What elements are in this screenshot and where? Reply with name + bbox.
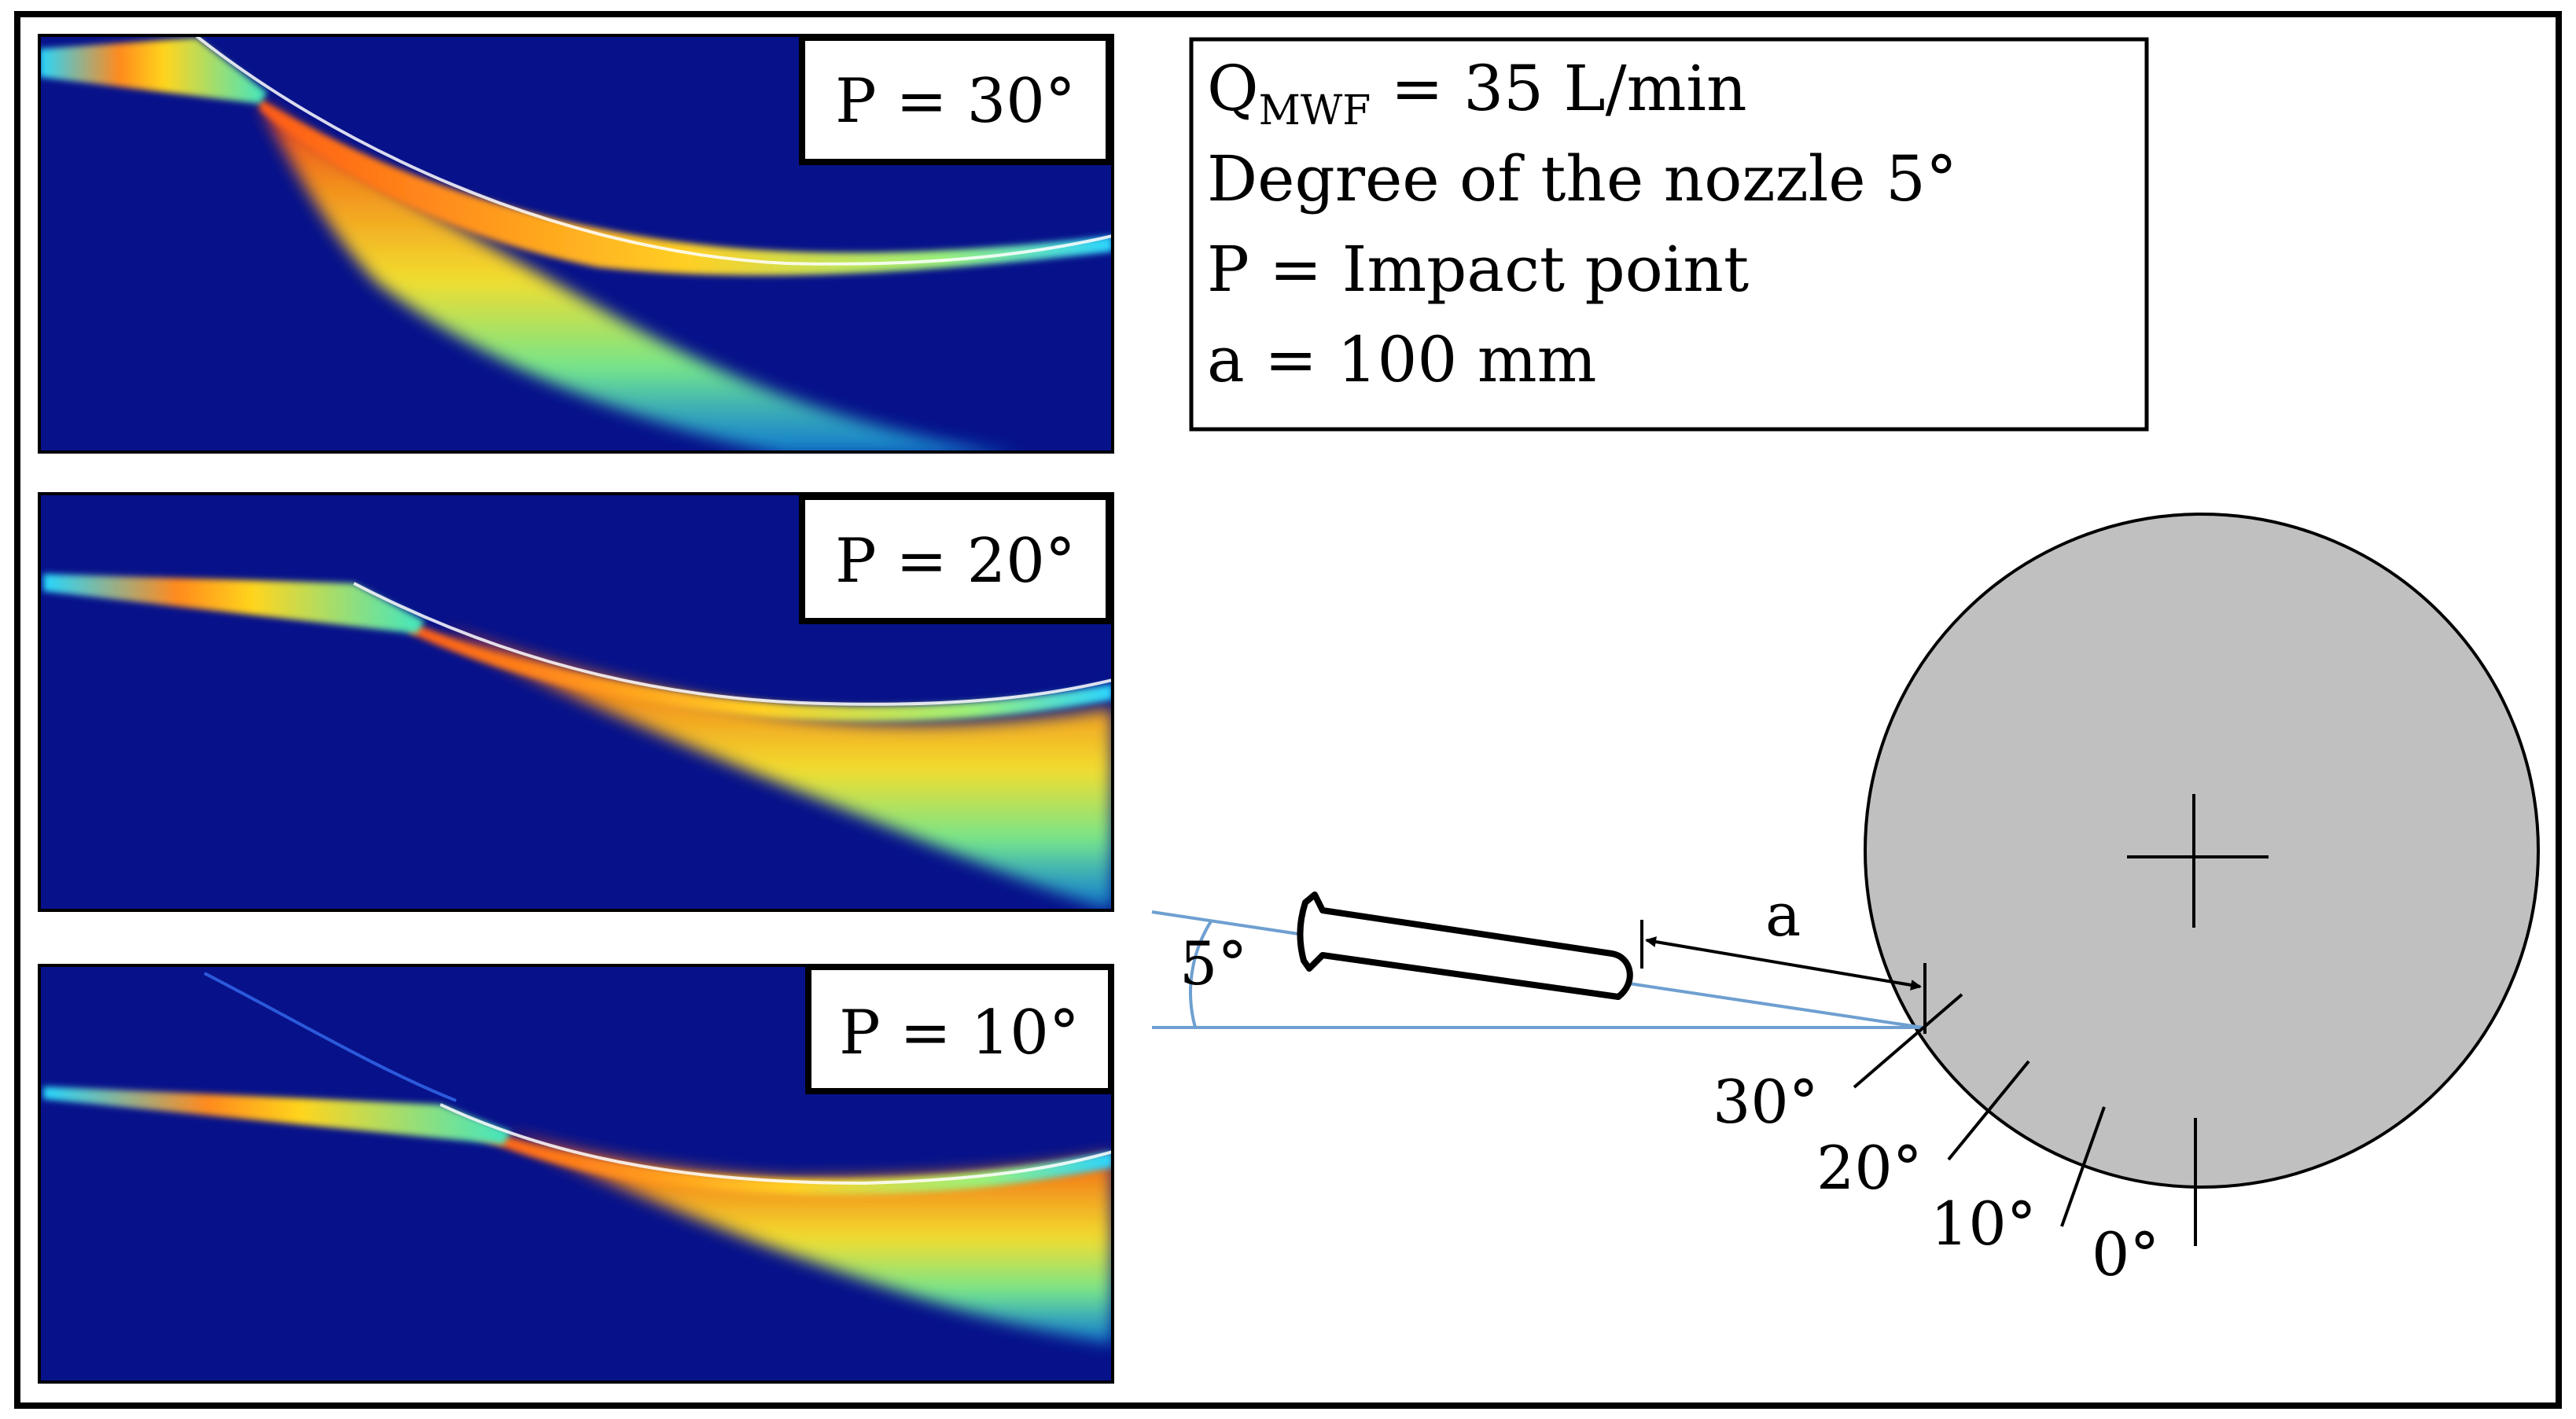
impact-angle-30: 30° <box>1713 1067 1819 1137</box>
panel-p30: P = 30° <box>38 34 1114 454</box>
tick-20 <box>1947 1060 2030 1161</box>
panel-label-p30: P = 30° <box>835 66 1076 137</box>
impact-angle-10: 10° <box>1930 1189 2037 1259</box>
tick-30 <box>1853 993 1963 1089</box>
nozzle <box>1297 891 1633 1000</box>
panel-p10: P = 10° <box>38 964 1114 1384</box>
spray-image-p10 <box>43 972 1113 1344</box>
impact-angle-20: 20° <box>1816 1133 1923 1203</box>
spray-image-p30 <box>39 35 1113 452</box>
spray-image-p20 <box>43 574 1113 910</box>
panel-label-p20: P = 20° <box>835 526 1076 597</box>
legend-nozzle-degree: Degree of the nozzle 5° <box>1207 142 1957 215</box>
legend-box: QMWF = 35 L/min Degree of the nozzle 5° … <box>1189 37 2149 432</box>
nozzle-angle-label: 5° <box>1179 928 1247 998</box>
panel-p20: P = 20° <box>38 492 1114 912</box>
legend-impact-point: P = Impact point <box>1207 233 1749 306</box>
impact-angle-0: 0° <box>2092 1219 2159 1289</box>
legend-flow-rate: QMWF = 35 L/min <box>1207 52 1747 134</box>
panel-label-p10: P = 10° <box>839 998 1080 1068</box>
nozzle-schematic: 5° a 30° 20° 10° 0° <box>1151 513 2540 1289</box>
grinding-wheel <box>1864 513 2540 1189</box>
tick-10 <box>2060 1106 2106 1227</box>
distance-arrow <box>1645 936 1922 991</box>
angle-arc <box>1189 920 1213 1028</box>
legend-distance: a = 100 mm <box>1207 323 1596 396</box>
distance-label: a <box>1765 880 1801 950</box>
